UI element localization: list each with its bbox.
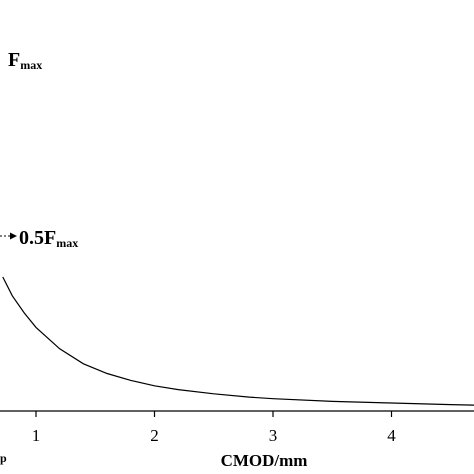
fmax-annotation-main: F [8, 49, 20, 71]
half-fmax-annotation-sub: max [56, 236, 78, 250]
half-fmax-arrow-icon [0, 232, 17, 240]
fmax-annotation: Fmax [8, 49, 42, 72]
fmax-annotation-sub: max [20, 58, 42, 72]
x-tick-label: 4 [387, 426, 396, 445]
partial-subscript-label: p [0, 451, 7, 465]
x-axis-ticks: 1 2 3 4 [32, 411, 396, 445]
x-tick-label: 2 [150, 426, 159, 445]
series-line [2, 276, 474, 406]
x-tick-label: 3 [269, 426, 278, 445]
half-fmax-annotation-main: 0.5F [19, 227, 56, 249]
x-tick-label: 1 [32, 426, 41, 445]
x-axis-title: CMOD/mm [221, 451, 308, 470]
half-fmax-annotation: 0.5Fmax [19, 227, 78, 250]
